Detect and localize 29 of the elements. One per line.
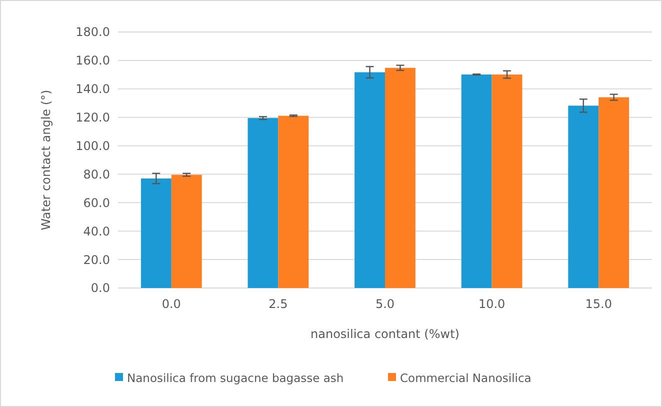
- y-tick-label: 80.0: [83, 167, 110, 182]
- bar: [568, 106, 599, 288]
- y-tick-label: 0.0: [90, 281, 110, 296]
- y-tick-label: 120.0: [76, 110, 110, 125]
- bar: [598, 97, 630, 288]
- bar: [492, 74, 522, 288]
- x-axis-title: nanosilica contant (%wt): [310, 327, 460, 341]
- legend-label: Commercial Nanosilica: [400, 371, 532, 385]
- x-tick-label: 5.0: [375, 297, 395, 311]
- y-tick-label: 140.0: [76, 82, 110, 96]
- bar: [354, 72, 385, 288]
- x-tick-label: 0.0: [162, 297, 181, 311]
- y-tick-label: 160.0: [76, 54, 110, 68]
- bar: [140, 178, 172, 288]
- y-axis-title: Water contact angle (°): [39, 90, 53, 230]
- x-tick-label: 10.0: [478, 297, 506, 311]
- y-tick-label: 40.0: [83, 224, 110, 238]
- bar: [171, 174, 202, 288]
- x-tick-label: 15.0: [585, 297, 612, 311]
- y-tick-label: 180.0: [76, 25, 110, 40]
- legend-label: Nanosilica from sugacne bagasse ash: [127, 371, 344, 385]
- y-tick-label: 60.0: [83, 196, 110, 210]
- x-tick-label: 2.5: [268, 297, 288, 311]
- y-tick-label: 20.0: [83, 252, 110, 267]
- bar: [385, 68, 416, 288]
- y-tick-label: 100.0: [76, 138, 110, 153]
- bar: [248, 118, 278, 288]
- bar: [461, 74, 492, 288]
- bar: [278, 116, 309, 288]
